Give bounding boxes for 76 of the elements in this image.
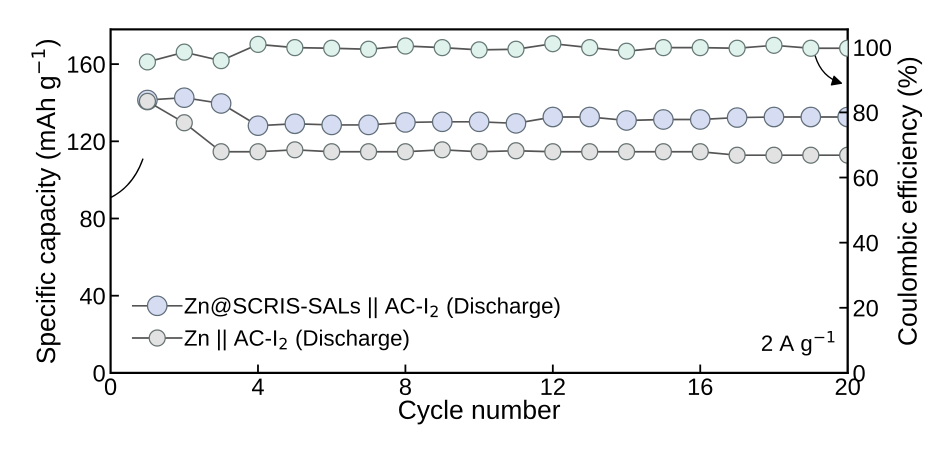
y2-tick-label: 80 (854, 104, 878, 122)
point (581, 143, 598, 160)
point (654, 39, 672, 56)
point (506, 113, 526, 134)
point (470, 143, 488, 160)
y2-tick-label: 60 (854, 170, 878, 186)
point (358, 114, 379, 136)
point (396, 37, 414, 55)
point (434, 141, 451, 158)
point (544, 35, 562, 52)
annotation: 2 A g$^{−1}$ (762, 331, 834, 356)
point (618, 42, 636, 60)
y-tick-label: 160 (68, 56, 105, 73)
y2-tick-label: 40 (853, 234, 878, 252)
y2-tick-label: 20 (854, 300, 878, 317)
y-tick-label: 40 (80, 288, 105, 304)
point (321, 114, 342, 136)
point (360, 40, 378, 58)
point (470, 41, 488, 59)
point (802, 40, 820, 57)
point (764, 106, 784, 128)
point (286, 39, 304, 56)
point (323, 143, 340, 160)
point (286, 141, 304, 158)
point (176, 44, 193, 61)
y2-axis-title: Coulombic efficiency (%) (897, 58, 922, 345)
point (432, 111, 453, 132)
point (765, 146, 783, 164)
x-tick-label: 8 (400, 378, 411, 396)
point (212, 52, 230, 70)
point (542, 106, 564, 128)
point (800, 106, 822, 128)
point (138, 53, 156, 71)
point (174, 87, 195, 108)
point (360, 143, 378, 160)
y-tick-label: 120 (68, 133, 105, 150)
point (765, 36, 783, 54)
point (544, 143, 562, 160)
x-tick-label: 16 (688, 378, 712, 396)
point (396, 143, 414, 160)
point (616, 110, 637, 131)
point (176, 114, 193, 132)
legend-label: Zn@SCRIS-SALs || AC-I$_{2}$ (Discharge) (184, 297, 560, 318)
point (692, 39, 709, 56)
point (802, 146, 820, 164)
x-tick-label: 0 (104, 378, 116, 396)
point (323, 40, 340, 57)
point (249, 143, 267, 160)
point (248, 115, 268, 136)
point (249, 36, 267, 53)
y-axis-title: Specific capacity (mAh g$^{−1}$) (31, 40, 61, 364)
point (507, 142, 525, 160)
point (212, 143, 230, 160)
x-tick-label: 12 (541, 378, 565, 395)
point (395, 112, 416, 133)
point (728, 146, 746, 164)
point (692, 143, 709, 160)
point (284, 113, 306, 134)
point (726, 107, 748, 128)
x-tick-label: 4 (252, 378, 264, 395)
point (468, 111, 490, 132)
point (507, 40, 525, 58)
point (210, 93, 232, 114)
x-axis-title: Cycle number (399, 400, 560, 424)
point (653, 109, 674, 130)
point (581, 39, 598, 56)
point (728, 40, 746, 57)
point (654, 143, 672, 160)
y-tick-label: 0 (93, 364, 105, 382)
point (434, 39, 451, 56)
y-tick-label: 80 (80, 210, 105, 228)
legend-label: Zn || AC-I$_{2}$ (Discharge) (184, 330, 409, 350)
point (618, 143, 636, 160)
point (690, 109, 711, 130)
point (579, 106, 600, 128)
y2-tick-label: 100 (854, 39, 891, 56)
